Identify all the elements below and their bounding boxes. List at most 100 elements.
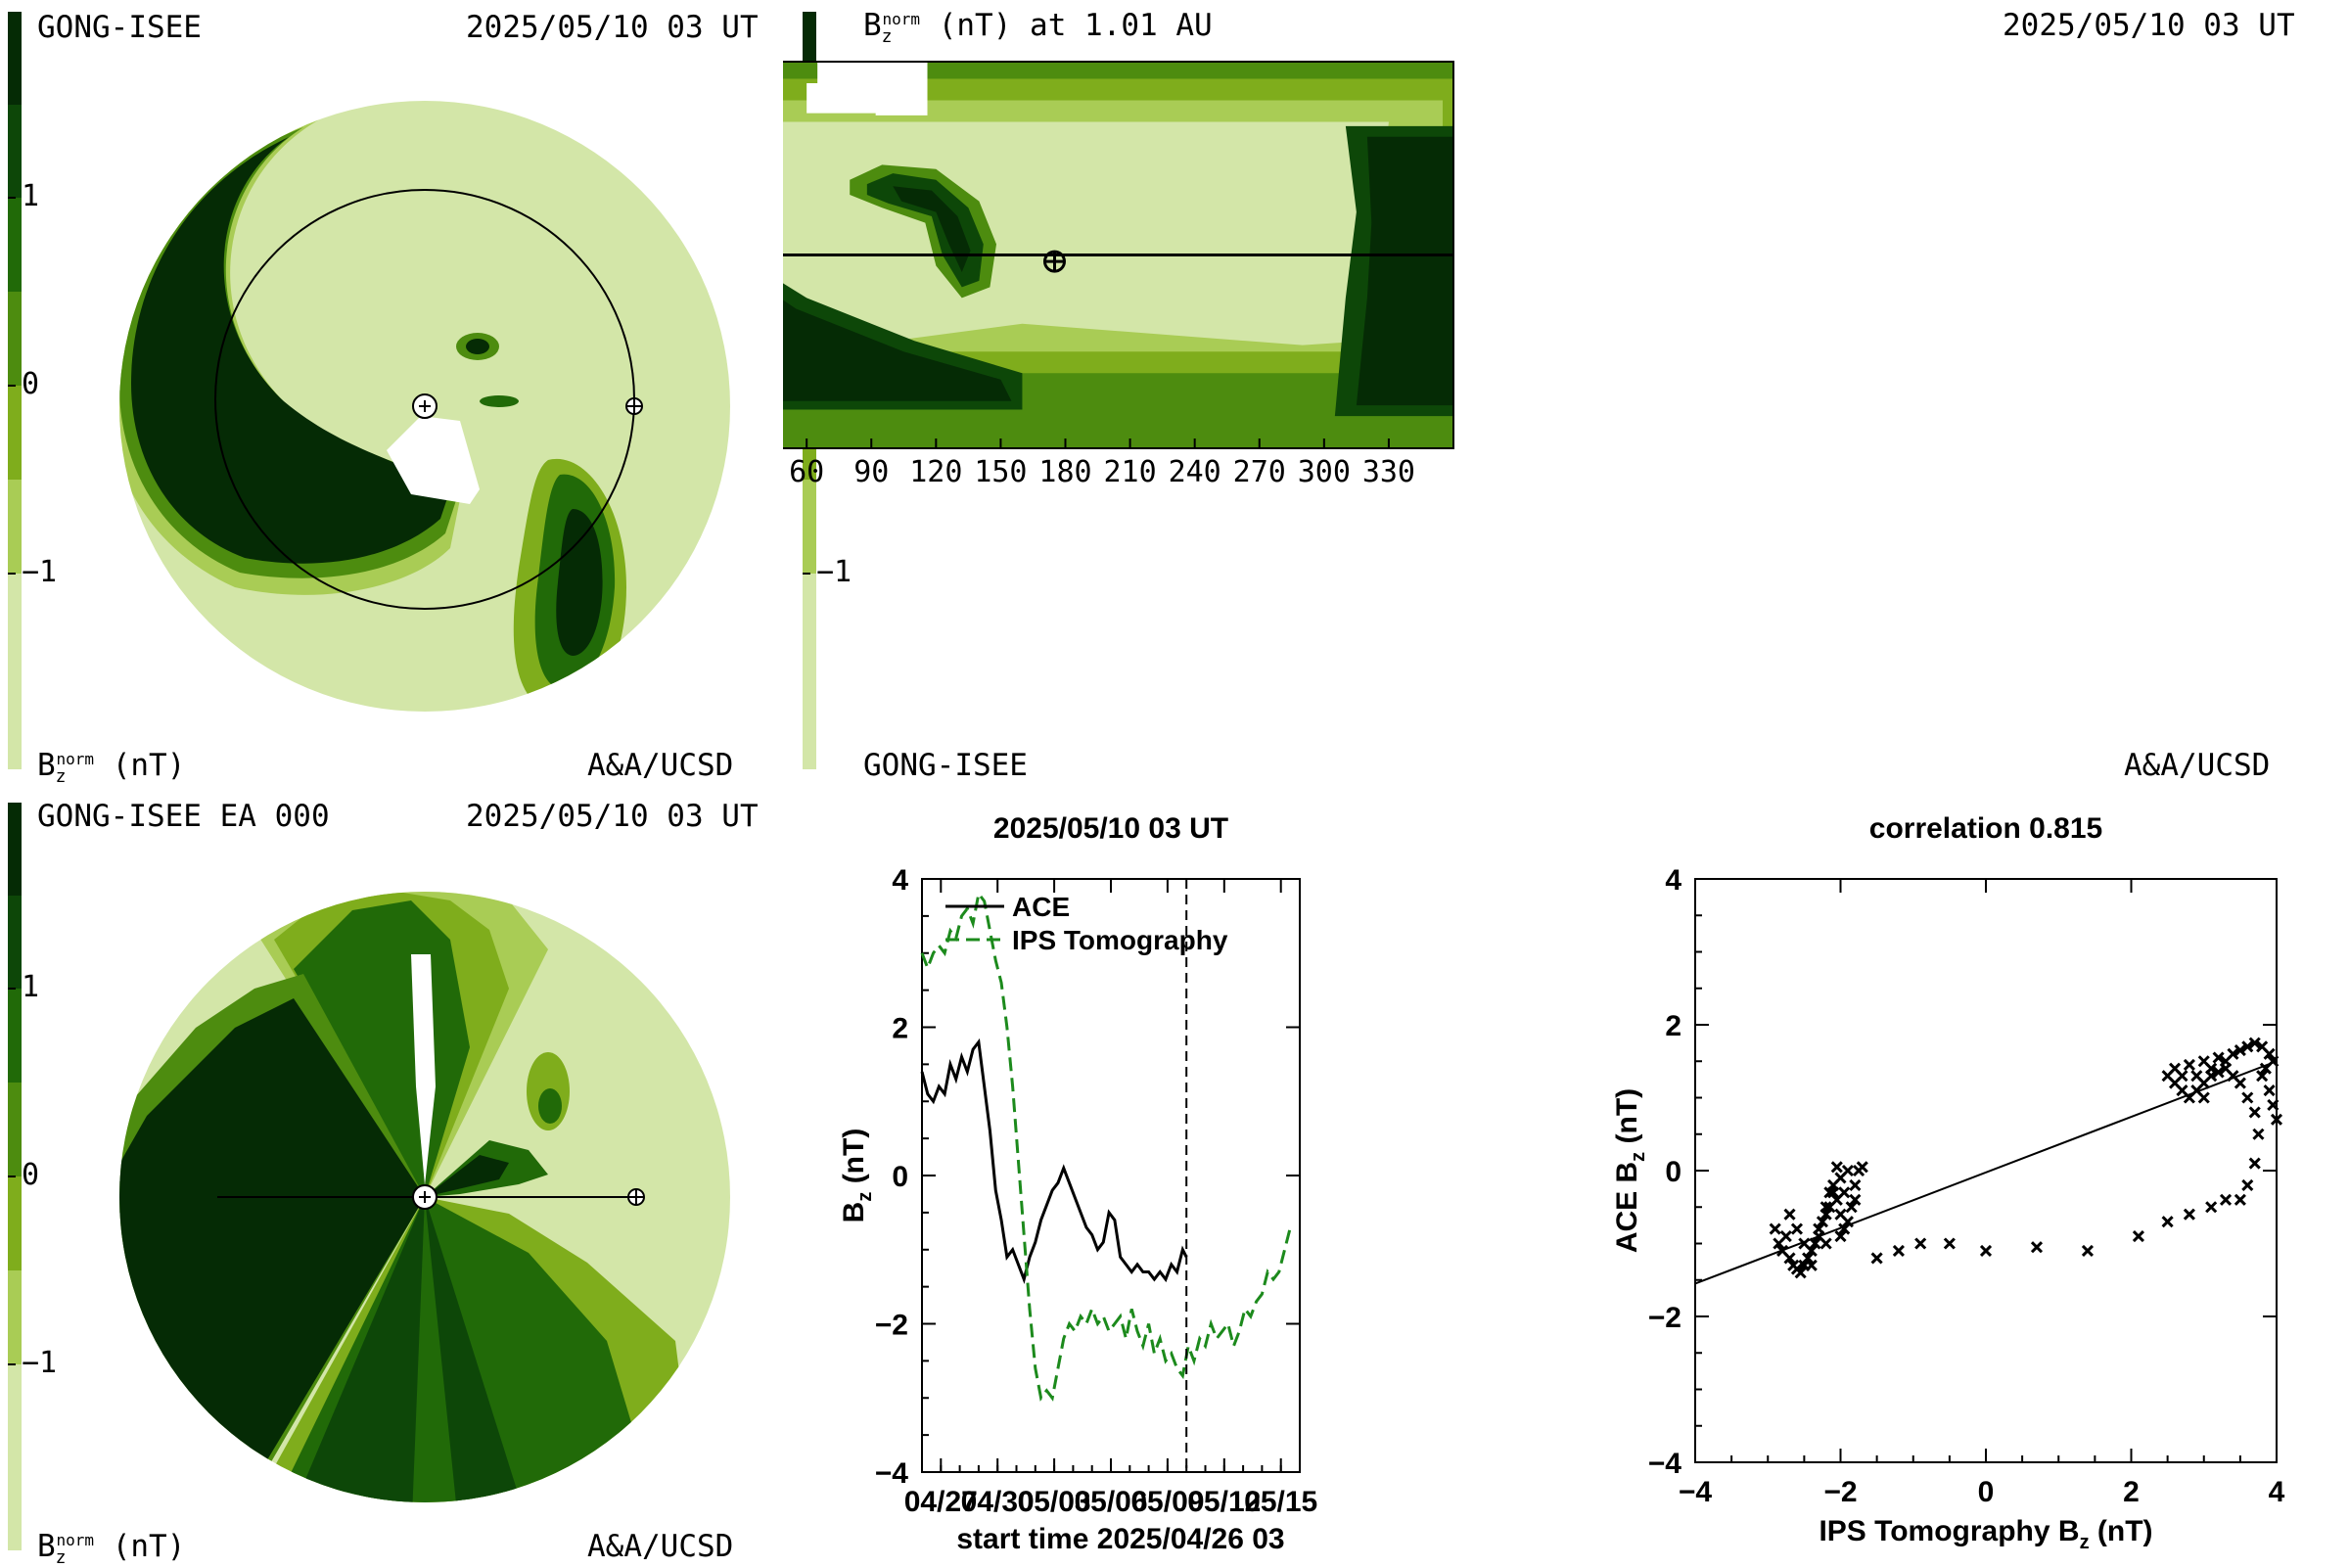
scatter-point	[1834, 1229, 1847, 1243]
latlon-xtick-label: 300	[1298, 455, 1351, 489]
scatter-point	[2234, 1044, 2246, 1057]
scatter-point	[1845, 1201, 1858, 1214]
legend-ace-label: ACE	[1012, 892, 1070, 922]
scatter-ytick-label: 2	[1665, 1010, 1681, 1042]
meridional-credit-label: A&A/UCSD	[587, 1529, 734, 1564]
ecliptic-view-panel: 1 0 −1	[0, 0, 783, 787]
latlon-scale-tick-m1: −1	[816, 555, 852, 589]
scatter-point	[1809, 1237, 1821, 1250]
ecliptic-time-label: 2025/05/10 03 UT	[466, 10, 759, 45]
earth-marker	[625, 397, 643, 415]
latlon-blob-core	[893, 186, 971, 273]
scatter-point	[2205, 1201, 2218, 1214]
scatter-point	[2241, 1040, 2254, 1053]
scatter-point	[2176, 1070, 2188, 1083]
timeseries-xtick-label: 05/15	[1244, 1486, 1317, 1518]
scatter-xlabel: IPS Tomography Bz (nT)	[1819, 1515, 2152, 1553]
scatter-ytick-label: −2	[1648, 1302, 1681, 1334]
scatter-fit-line	[1694, 1060, 2278, 1285]
scatter-point	[1979, 1244, 1993, 1258]
scatter-point	[2030, 1241, 2044, 1254]
latlon-xtick-label: 60	[789, 455, 824, 489]
timeseries-ytick-label: 0	[892, 1161, 908, 1193]
scatter-point	[2219, 1193, 2233, 1206]
scatter-point	[1849, 1178, 1862, 1191]
meridional-unit-label: Bznorm (nT)	[37, 1529, 186, 1568]
timeseries-ytick-label: 2	[892, 1013, 908, 1045]
latlon-xtick-label: 210	[1103, 455, 1156, 489]
scatter-point	[2248, 1106, 2261, 1119]
meridional-view-panel: 1 0 −1	[0, 793, 783, 1568]
scatter-chart: correlation 0.815 4 2 0 −2 −4−4 −2 0 2 4 IPS Tomog…	[1611, 812, 2285, 1553]
scatter-xtick-label: −4	[1679, 1476, 1713, 1508]
meridional-scale-bar: 1 0 −1	[8, 803, 730, 1550]
timeseries-xtick-label: 05/06	[1074, 1486, 1147, 1518]
latlon-darkest-left	[783, 300, 1012, 401]
latlon-time-label: 2025/05/10 03 UT	[2003, 8, 2295, 43]
scatter-point	[2248, 1157, 2261, 1170]
timeseries-xtick-label: 04/27	[904, 1486, 978, 1518]
scatter-point	[1802, 1252, 1815, 1265]
meridional-scale-tick-m1: −1	[22, 1346, 57, 1380]
scatter-point	[2081, 1244, 2095, 1258]
scatter-point	[1813, 1222, 1825, 1235]
scatter-xtick-label: 0	[1978, 1476, 1995, 1508]
scatter-ytick-label: 0	[1665, 1156, 1681, 1188]
scatter-point	[2256, 1070, 2269, 1083]
latlon-xtick-label: 120	[909, 455, 962, 489]
timeseries-ylabel: Bz (nT)	[838, 1129, 876, 1223]
scatter-point	[2259, 1062, 2272, 1075]
timeseries-xtick-label: 04/30	[961, 1486, 1035, 1518]
scatter-point	[1834, 1172, 1847, 1184]
scatter-xtick-label: −2	[1823, 1476, 1857, 1508]
meridional-disk	[119, 892, 730, 1502]
scatter-point	[1892, 1244, 1905, 1258]
scatter-point	[1816, 1216, 1828, 1228]
scatter-point	[2252, 1128, 2265, 1140]
latlon-xtick-label: 90	[853, 455, 889, 489]
meridional-earth-marker	[627, 1188, 645, 1206]
timeseries-xtick-label: 05/12	[1187, 1486, 1261, 1518]
scatter-point	[1794, 1267, 1807, 1279]
scatter-point	[2205, 1062, 2218, 1075]
latlon-field: 03060901201501802102402703003309060300−3…	[783, 61, 1454, 489]
timeseries-ytick-label: −2	[875, 1310, 908, 1342]
latlon-data-gap	[806, 62, 928, 115]
ecliptic-unit-label: Bznorm (nT)	[37, 748, 186, 788]
ecliptic-scale-tick-0: 0	[22, 367, 39, 401]
latlon-blob-mid	[866, 173, 984, 288]
meridional-scale-tick-0: 0	[22, 1158, 39, 1192]
scatter-point	[2241, 1178, 2254, 1191]
scatter-point	[1783, 1252, 1796, 1265]
scatter-point	[2183, 1058, 2195, 1072]
scatter-ylabel: ACE Bz (nT)	[1611, 1088, 1649, 1253]
scatter-point	[2248, 1037, 2261, 1049]
scatter-point	[1856, 1161, 1868, 1174]
latlon-xtick-label: 180	[1038, 455, 1091, 489]
scatter-panel: correlation 0.815 4 2 0 −2 −4 −4 −2 0 2 4 IPS Tomog…	[1546, 793, 2349, 1566]
scatter-point	[1841, 1216, 1854, 1228]
scatter-point	[2132, 1229, 2144, 1243]
scatter-point	[1830, 1161, 1843, 1174]
timeseries-frame	[921, 878, 1301, 1473]
latlon-xtick-label: 330	[1362, 455, 1415, 489]
scatter-point	[2190, 1070, 2203, 1083]
scatter-point	[2234, 1193, 2246, 1206]
scatter-point	[2263, 1084, 2276, 1097]
ace-series-line	[920, 1038, 1188, 1285]
scatter-point	[1827, 1186, 1840, 1199]
scatter-point	[2197, 1091, 2210, 1104]
scatter-xtick-label: 2	[2123, 1476, 2140, 1508]
ecliptic-credit-label: A&A/UCSD	[587, 748, 734, 783]
scatter-point	[2241, 1091, 2254, 1104]
scatter-point	[1819, 1237, 1832, 1250]
latlon-contour-1	[783, 121, 1389, 346]
latlon-xtick-label: 270	[1233, 455, 1286, 489]
scatter-point	[1819, 1208, 1832, 1221]
scatter-point	[1779, 1229, 1792, 1243]
ecliptic-disk	[119, 101, 730, 712]
meridional-source-label: GONG-ISEE EA 000	[37, 799, 330, 834]
latlon-unit-label: Bznorm (nT) at 1.01 AU	[863, 8, 1213, 48]
scatter-point	[1798, 1237, 1811, 1250]
latlon-darkest-right	[1356, 136, 1453, 406]
